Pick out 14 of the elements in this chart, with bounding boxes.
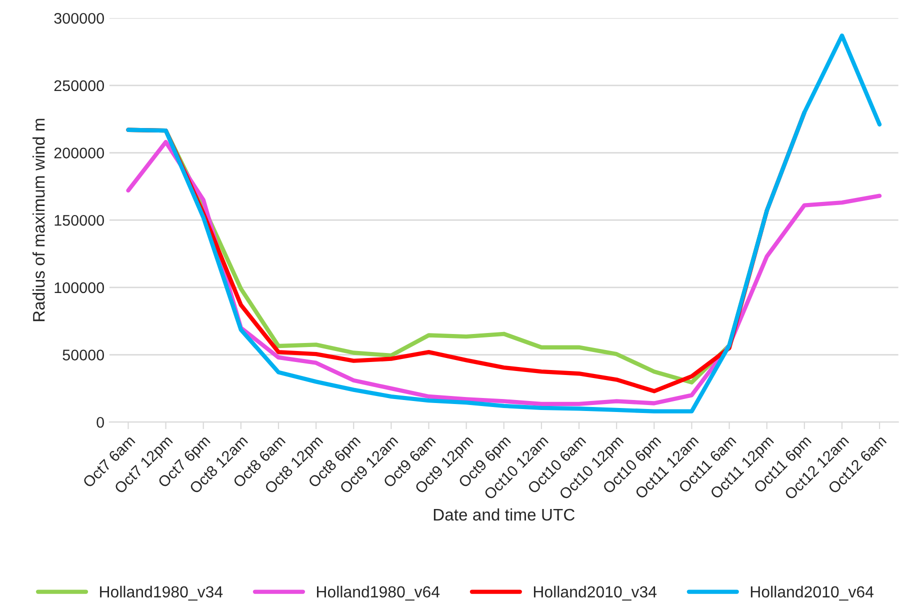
y-axis-title: Radius of maximum wind m (32, 118, 45, 322)
y-tick-label: 300000 (54, 12, 104, 24)
y-tick-label: 50000 (62, 350, 104, 360)
y-tick-label: 100000 (54, 282, 104, 294)
legend-label: Holland1980_v34 (100, 586, 223, 601)
x-axis-title: Date and time UTC (434, 508, 575, 521)
y-tick-label: 0 (96, 416, 104, 428)
line-series (126, 34, 882, 414)
legend-label: Holland2010_v64 (750, 586, 874, 601)
y-tick-label: 250000 (54, 80, 104, 92)
legend-label: Holland2010_v34 (534, 586, 657, 601)
y-tick-label: 150000 (54, 214, 104, 226)
legend-label: Holland1980_v64 (317, 586, 440, 601)
y-tick-label: 200000 (54, 148, 104, 158)
